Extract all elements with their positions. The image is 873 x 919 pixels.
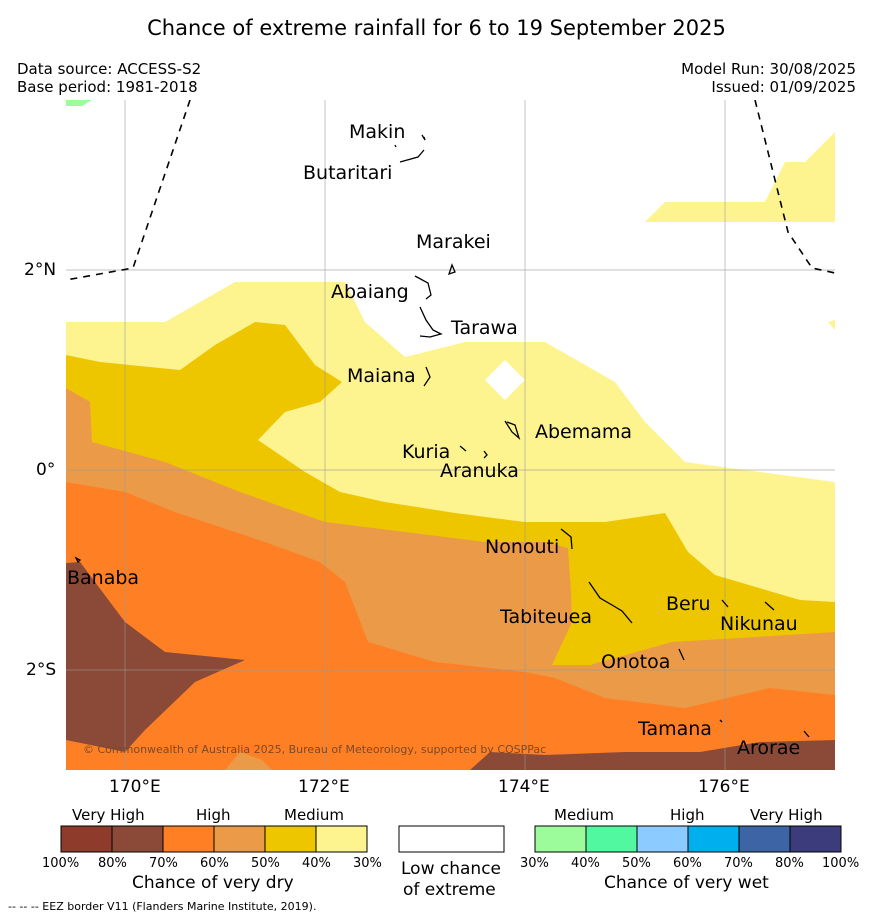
wet-swatch-3 [687,825,740,853]
place-tamana: Tamana [638,718,712,740]
place-arorae: Arorae [737,737,801,759]
dry-group-very-high: Very High [72,806,145,824]
low-chance-line2: of extreme [403,880,496,900]
lon-tick-176e: 176°E [698,777,750,797]
wet-pct-4: 70% [724,856,753,871]
wet-pct-6: 100% [822,856,860,871]
region-dry-30-40-e [828,320,835,330]
copyright-text: © Commonwealth of Australia 2025, Bureau… [83,743,547,756]
dry-pct-6: 30% [353,856,382,871]
eez-border [66,100,835,281]
dry-swatch-5 [315,825,368,853]
place-beru: Beru [666,593,711,615]
region-dry-70-80-south [470,740,835,770]
dry-pct-0: 100% [42,856,80,871]
wet-group-medium: Medium [554,806,614,824]
dry-colorbar [60,825,368,853]
place-makin: Makin [349,121,406,143]
meta-right: Model Run: 30/08/2025 Issued: 01/09/2025 [681,60,856,96]
place-tarawa: Tarawa [451,317,518,339]
region-dry-50-60-south [225,752,272,770]
island-outlines [74,134,810,738]
dry-group-high: High [196,806,231,824]
region-dry-30-40-ne [645,132,835,222]
issued-date: Issued: 01/09/2025 [711,78,856,96]
lat-tick-2s: 2°S [26,660,57,680]
place-tabiteuea: Tabiteuea [500,606,592,628]
dry-swatch-0 [60,825,113,853]
dry-legend-title: Chance of very dry [132,873,294,893]
region-dry-60-70 [66,482,835,770]
wet-pct-2: 50% [622,856,651,871]
low-chance-line1: Low chance [401,859,501,879]
dry-swatch-2 [162,825,215,853]
dry-group-medium: Medium [284,806,344,824]
dry-pct-4: 50% [251,856,280,871]
wet-group-high: High [670,806,705,824]
meta-left: Data source: ACCESS-S2 Base period: 1981… [17,60,201,96]
dry-swatch-3 [213,825,266,853]
lon-tick-174e: 174°E [498,777,550,797]
place-nonouti: Nonouti [485,536,560,558]
dry-swatch-4 [264,825,317,853]
region-low-hole [485,360,525,400]
place-nikunau: Nikunau [720,613,798,635]
place-abaiang: Abaiang [331,281,409,303]
wet-pct-3: 60% [673,856,702,871]
graticule [66,100,835,770]
lon-tick-172e: 172°E [298,777,350,797]
wet-legend-title: Chance of very wet [604,873,769,893]
wet-pct-0: 30% [520,856,549,871]
map-title: Chance of extreme rainfall for 6 to 19 S… [147,16,726,40]
place-marakei: Marakei [416,231,491,253]
low-chance-swatch [398,825,505,853]
wet-colorbar [534,825,842,853]
wet-pct-5: 80% [775,856,804,871]
region-wet-30-40 [66,100,92,106]
place-aranuka: Aranuka [440,460,519,482]
wet-swatch-4 [738,825,791,853]
dry-pct-5: 40% [302,856,331,871]
wet-swatch-5 [789,825,842,853]
wet-swatch-1 [585,825,638,853]
place-kuria: Kuria [402,441,451,463]
wet-group-very-high: Very High [750,806,823,824]
place-onotoa: Onotoa [601,651,671,673]
data-source: Data source: ACCESS-S2 [17,60,202,78]
place-butaritari: Butaritari [303,162,393,184]
wet-swatch-2 [636,825,689,853]
dry-swatch-1 [111,825,164,853]
place-abemama: Abemama [535,421,633,443]
dry-pct-2: 70% [149,856,178,871]
dry-pct-3: 60% [200,856,229,871]
lat-tick-2n: 2°N [24,260,57,280]
wet-pct-1: 40% [571,856,600,871]
wet-swatch-0 [534,825,587,853]
place-banaba: Banaba [67,567,140,589]
lon-tick-170e: 170°E [109,777,161,797]
region-dry-70-80-west [66,562,245,752]
place-maiana: Maiana [347,365,416,387]
base-period: Base period: 1981-2018 [17,78,198,96]
model-run: Model Run: 30/08/2025 [681,60,856,78]
eez-note: -- -- -- EEZ border V11 (Flanders Marine… [8,900,317,913]
lat-tick-0: 0° [36,460,56,480]
dry-pct-1: 80% [98,856,127,871]
